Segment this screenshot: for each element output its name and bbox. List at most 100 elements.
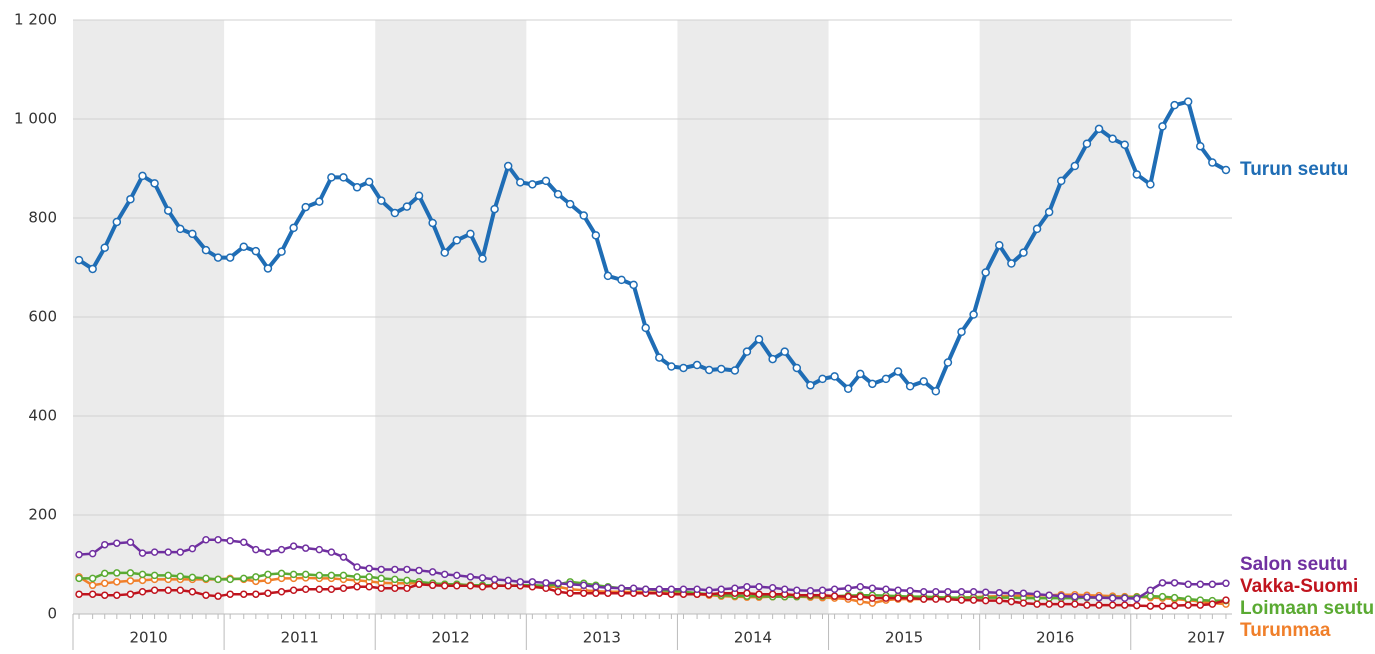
point (830, 585, 839, 593)
point (1057, 600, 1065, 608)
point (138, 570, 147, 579)
point (478, 583, 487, 591)
point (743, 589, 751, 597)
point (403, 565, 411, 574)
point (126, 569, 135, 577)
point (112, 217, 122, 227)
point (919, 587, 928, 596)
point (1184, 595, 1192, 603)
point (113, 539, 121, 547)
point (100, 569, 109, 578)
point (327, 173, 336, 182)
point (868, 379, 877, 389)
point (289, 570, 298, 579)
point (906, 594, 914, 602)
point (364, 177, 374, 187)
point (428, 568, 437, 576)
point (252, 545, 260, 554)
point (1071, 592, 1079, 601)
legend-label: Turunmaa (1240, 620, 1331, 641)
point (214, 592, 222, 600)
point (377, 196, 386, 205)
point (830, 372, 839, 381)
point (339, 584, 348, 593)
point (868, 594, 877, 602)
point (541, 176, 551, 186)
point (894, 586, 902, 594)
point (1120, 594, 1129, 602)
point (138, 171, 147, 181)
point (1108, 134, 1117, 144)
point (1158, 579, 1167, 587)
point (617, 275, 626, 285)
point (1221, 165, 1231, 175)
point (856, 369, 865, 379)
point (717, 364, 726, 374)
point (277, 569, 286, 578)
point (856, 583, 865, 591)
point (88, 590, 97, 598)
point (617, 584, 626, 593)
point (289, 223, 298, 233)
point (453, 571, 461, 580)
point (793, 586, 801, 594)
point (226, 575, 234, 584)
point (542, 579, 550, 587)
point (717, 585, 726, 593)
point (1222, 596, 1230, 604)
point (1170, 100, 1179, 110)
point (629, 280, 638, 290)
legend-label: Turun seutu (1240, 159, 1348, 180)
point (981, 588, 990, 596)
point (164, 548, 172, 556)
point (755, 583, 763, 591)
point (1146, 586, 1155, 594)
point (75, 590, 83, 598)
point (353, 573, 361, 581)
point (528, 180, 537, 189)
point (126, 577, 135, 585)
point (1045, 591, 1053, 599)
point (553, 189, 563, 199)
point (214, 536, 222, 544)
y-tick-label: 200 (28, 506, 57, 524)
point (440, 248, 449, 257)
point (377, 574, 386, 583)
point (225, 253, 235, 262)
point (188, 587, 197, 596)
point (1056, 176, 1066, 186)
point (768, 354, 777, 364)
point (264, 576, 272, 585)
point (806, 586, 815, 595)
point (667, 585, 676, 593)
point (743, 583, 751, 591)
point (1057, 592, 1065, 600)
point (1082, 139, 1092, 148)
x-tick-label: 2016 (1036, 629, 1074, 647)
point (88, 264, 97, 274)
point (1183, 97, 1193, 106)
point (995, 240, 1004, 250)
point (452, 236, 462, 245)
point (138, 549, 147, 557)
point (240, 590, 248, 598)
point (592, 583, 600, 591)
point (252, 573, 260, 581)
point (1158, 602, 1167, 610)
point (100, 591, 109, 599)
point (1019, 589, 1028, 597)
point (792, 363, 802, 373)
point (731, 584, 739, 593)
point (943, 358, 953, 367)
point (969, 310, 978, 319)
point (100, 540, 109, 549)
point (1158, 122, 1167, 131)
point (353, 583, 361, 591)
point (202, 536, 210, 544)
point (932, 587, 940, 596)
point (301, 585, 310, 593)
point (1019, 248, 1028, 257)
point (466, 229, 475, 239)
point (201, 245, 211, 255)
legend-label: Salon seutu (1240, 554, 1348, 575)
